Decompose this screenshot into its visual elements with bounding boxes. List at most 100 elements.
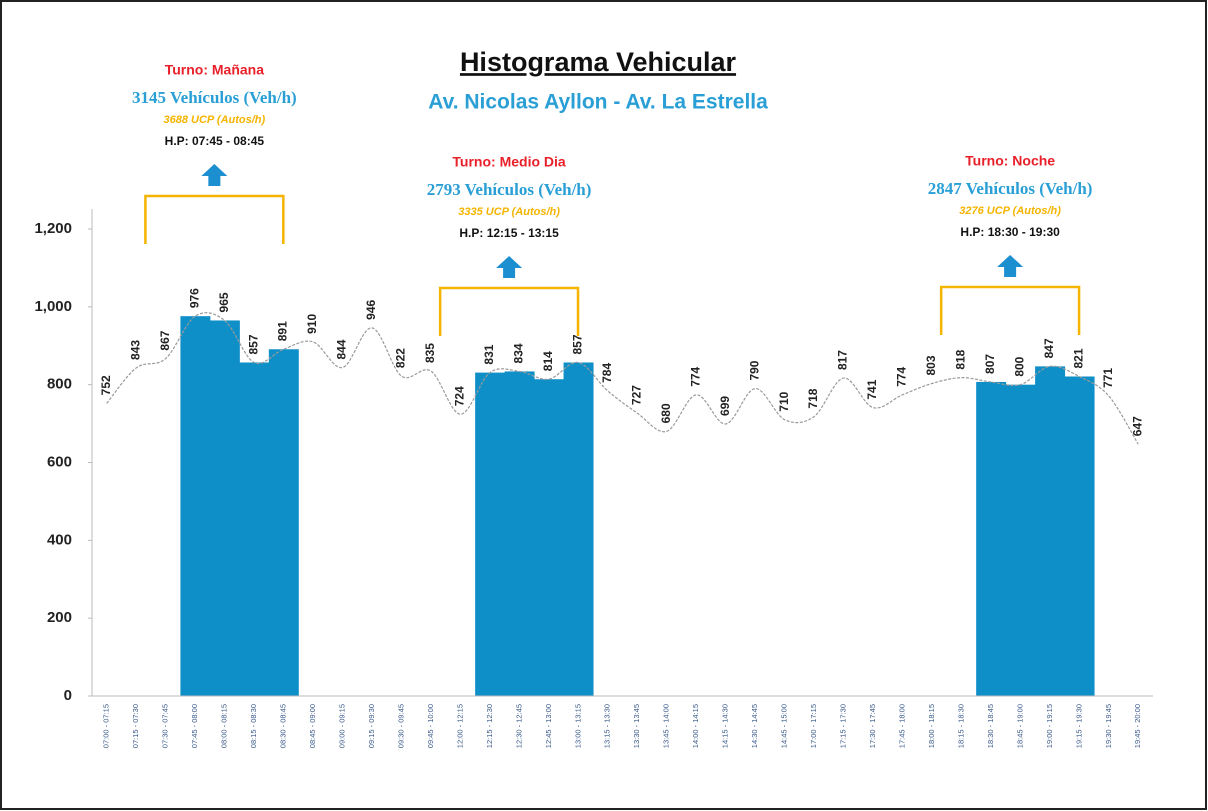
value-label: 834 (512, 343, 526, 363)
value-label: 647 (1130, 416, 1144, 436)
x-tick-label: 07:30 - 07:45 (161, 704, 170, 748)
y-tick-label: 1,200 (34, 220, 72, 237)
x-tick-label: 18:30 - 18:45 (986, 704, 995, 748)
value-label: 774 (895, 366, 909, 386)
x-tick-label: 09:30 - 09:45 (396, 704, 405, 748)
x-tick-label: 09:00 - 09:15 (337, 704, 346, 748)
bar (180, 316, 211, 696)
x-tick-label: 08:30 - 08:45 (279, 704, 288, 748)
vehicles-label: 2847 Vehículos (Veh/h) (928, 179, 1093, 198)
value-label: 710 (777, 391, 791, 411)
x-tick-label: 13:45 - 14:00 (662, 704, 671, 748)
value-label: 771 (1101, 368, 1115, 388)
x-tick-label: 18:15 - 18:30 (956, 704, 965, 748)
value-label: 844 (335, 339, 349, 359)
x-tick-label: 08:45 - 09:00 (308, 704, 317, 748)
x-tick-label: 14:15 - 14:30 (721, 704, 730, 748)
value-label: 784 (600, 363, 614, 383)
x-tick-label: 17:30 - 17:45 (868, 704, 877, 748)
value-label: 822 (394, 348, 408, 368)
bar (239, 362, 270, 696)
chart-title: Histograma Vehicular (460, 47, 737, 77)
value-label: 817 (836, 350, 850, 370)
value-label: 807 (983, 354, 997, 374)
value-label: 976 (187, 288, 201, 308)
x-tick-label: 17:00 - 17:15 (809, 704, 818, 748)
x-tick-label: 18:45 - 19:00 (1015, 704, 1024, 748)
x-tick-label: 18:00 - 18:15 (927, 704, 936, 748)
x-tick-label: 14:30 - 14:45 (750, 704, 759, 748)
value-label: 946 (364, 300, 378, 320)
x-tick-label: 13:30 - 13:45 (632, 704, 641, 748)
value-label: 831 (482, 344, 496, 364)
x-tick-label: 08:15 - 08:30 (249, 704, 258, 748)
ucp-label: 3688 UCP (Autos/h) (164, 114, 266, 126)
line (106, 312, 1139, 445)
x-tick-label: 12:00 - 12:15 (455, 704, 464, 748)
hp-label: H.P: 18:30 - 19:30 (960, 225, 1060, 239)
value-label: 724 (453, 386, 467, 406)
turno-label: Turno: Noche (965, 153, 1055, 169)
turno-label: Turno: Medio Dia (452, 154, 565, 170)
vehicles-label: 2793 Vehículos (Veh/h) (427, 180, 592, 199)
value-label: 814 (541, 351, 555, 371)
value-label: 699 (718, 396, 732, 416)
bar (268, 349, 299, 696)
y-tick-label: 1,000 (34, 298, 72, 315)
x-tick-label: 12:30 - 12:45 (514, 704, 523, 748)
arrow (201, 164, 228, 186)
bar (563, 362, 594, 696)
x-tick-label: 07:00 - 07:15 (102, 704, 111, 748)
value-label: 843 (128, 340, 142, 360)
hp-label: H.P: 07:45 - 08:45 (165, 134, 265, 148)
value-label: 800 (1013, 356, 1027, 376)
bar (1064, 376, 1095, 696)
x-tick-label: 19:30 - 19:45 (1104, 704, 1113, 748)
y-tick-label: 0 (64, 687, 72, 704)
x-tick-label: 12:45 - 13:00 (544, 704, 553, 748)
chart-subtitle: Av. Nicolas Ayllon - Av. La Estrella (428, 91, 768, 114)
y-tick-label: 200 (47, 609, 72, 626)
bar (209, 320, 240, 696)
x-tick-label: 19:00 - 19:15 (1045, 704, 1054, 748)
x-tick-label: 09:15 - 09:30 (367, 704, 376, 748)
value-label: 835 (423, 343, 437, 363)
value-label: 774 (688, 366, 702, 386)
y-tick-label: 800 (47, 376, 72, 393)
bar (1005, 384, 1036, 696)
value-label: 857 (570, 334, 584, 354)
y-tick-label: 600 (47, 453, 72, 470)
ucp-label: 3335 UCP (Autos/h) (458, 206, 560, 218)
value-label: 680 (659, 403, 673, 423)
value-label: 818 (954, 349, 968, 369)
hp-label: H.P: 12:15 - 13:15 (459, 226, 559, 240)
x-tick-label: 08:00 - 08:15 (220, 704, 229, 748)
value-label: 847 (1042, 338, 1056, 358)
bar (475, 372, 506, 696)
value-label: 741 (865, 379, 879, 399)
x-tick-label: 07:15 - 07:30 (131, 704, 140, 748)
arrow (496, 256, 523, 278)
value-label: 727 (629, 385, 643, 405)
x-tick-label: 13:15 - 13:30 (603, 704, 612, 748)
bracket (144, 194, 285, 244)
bar (976, 381, 1007, 696)
bar (504, 371, 535, 696)
vehicles-label: 3145 Vehículos (Veh/h) (132, 88, 297, 107)
x-tick-label: 13:00 - 13:15 (573, 704, 582, 748)
x-tick-label: 14:45 - 15:00 (780, 704, 789, 748)
x-tick-label: 09:45 - 10:00 (426, 704, 435, 748)
arrow (997, 255, 1024, 277)
value-label: 790 (747, 360, 761, 380)
turno-label: Turno: Mañana (165, 62, 265, 78)
value-label: 910 (305, 314, 319, 334)
value-label: 718 (806, 388, 820, 408)
x-tick-label: 07:45 - 08:00 (190, 704, 199, 748)
y-tick-label: 400 (47, 531, 72, 548)
value-label: 867 (158, 330, 172, 350)
value-label: 965 (217, 292, 231, 312)
bar (1035, 366, 1066, 696)
bracket (438, 286, 580, 336)
